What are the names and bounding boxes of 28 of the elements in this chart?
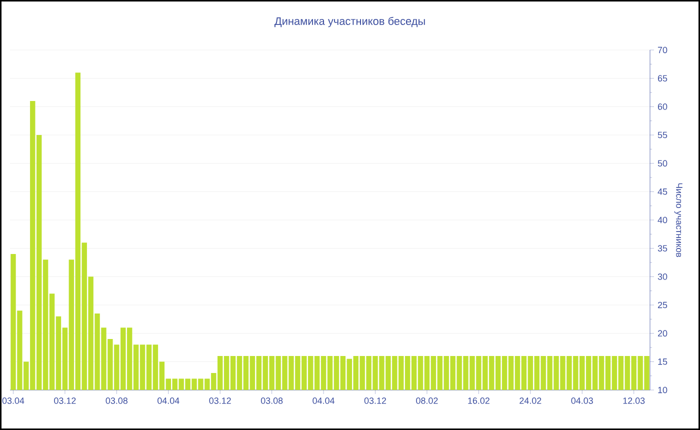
x-tick-label: 03.04	[2, 398, 24, 404]
y-tick-label: 40	[658, 216, 668, 224]
x-tick-label: 03.12	[209, 398, 231, 404]
x-tick-label: 04.04	[312, 398, 334, 404]
y-axis-title: Число участников	[674, 183, 682, 257]
x-tick-label: 04.04	[158, 398, 180, 404]
x-tick-label: 24.02	[520, 398, 542, 404]
y-tick-label: 60	[658, 103, 668, 110]
y-tick-label: 35	[658, 245, 668, 252]
x-tick-label: 03.08	[106, 398, 128, 404]
x-tick-label: 03.12	[364, 398, 386, 404]
y-tick-label: 10	[658, 386, 668, 394]
x-tick-label: 08.02	[416, 398, 438, 404]
y-tick-label: 25	[658, 302, 668, 308]
y-tick-label: 50	[658, 160, 668, 167]
y-tick-label: 70	[658, 46, 668, 54]
x-tick-label: 16.02	[468, 398, 490, 404]
y-tick-label: 55	[658, 132, 668, 138]
x-tick-label: 03.12	[54, 398, 76, 404]
y-tick-label: 15	[658, 358, 668, 365]
x-tick-label: 04.03	[571, 398, 593, 404]
x-tick-label: 03.08	[260, 398, 283, 404]
y-tick-label: 30	[658, 273, 668, 280]
x-tick-label: 12.03	[623, 398, 645, 404]
y-tick-label: 20	[658, 330, 668, 337]
y-tick-label: 65	[658, 75, 668, 82]
y-tick-label: 45	[658, 188, 668, 195]
chart-title: Динамика участников беседы	[274, 16, 425, 28]
